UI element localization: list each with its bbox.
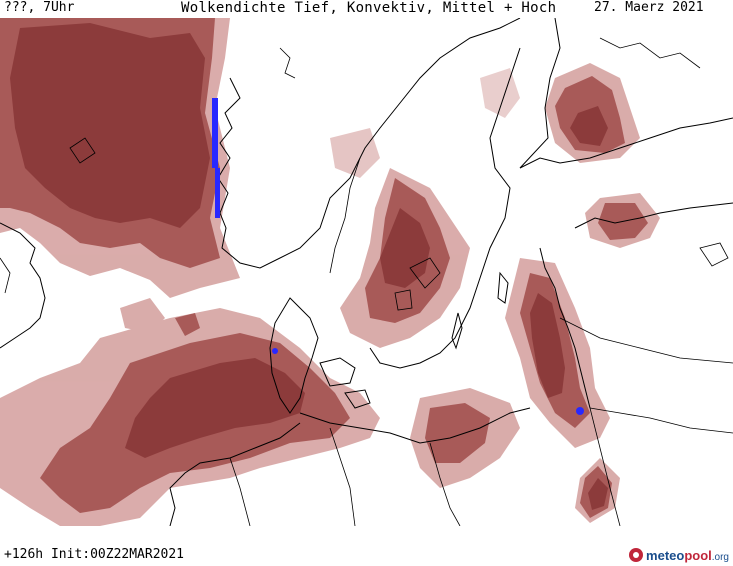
logo-icon — [629, 548, 644, 562]
map-title: Wolkendichte Tief, Konvektiv, Mittel + H… — [181, 0, 557, 16]
meteopool-logo[interactable]: meteopool.org — [629, 545, 729, 565]
logo-text: meteopool.org — [646, 548, 729, 563]
logo-org: .org — [711, 551, 729, 563]
forecast-date: 27. Maerz 2021 — [594, 0, 704, 15]
precipitation-marks — [212, 98, 584, 415]
cloud-density-map — [0, 18, 733, 526]
coastlines — [0, 18, 733, 526]
cloud-layer-dark — [10, 23, 608, 510]
init-run-label: +126h Init:00Z22MAR2021 — [4, 547, 185, 562]
header-bar: ???, 7Uhr Wolkendichte Tief, Konvektiv, … — [0, 0, 733, 18]
weekday-time-label: ???, 7Uhr — [4, 0, 75, 15]
logo-pool: pool — [684, 547, 712, 563]
logo-meteo: meteo — [646, 547, 685, 563]
footer-bar: +126h Init:00Z22MAR2021 meteopool.org — [0, 526, 733, 566]
